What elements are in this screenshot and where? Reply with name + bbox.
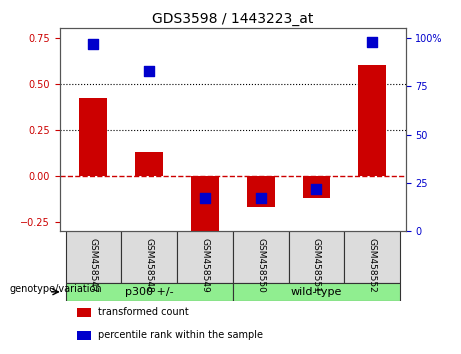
Text: GSM458548: GSM458548 [145, 238, 154, 293]
Text: GSM458547: GSM458547 [89, 238, 98, 293]
Bar [135, 152, 163, 176]
Text: transformed count: transformed count [98, 307, 189, 317]
Text: GSM458551: GSM458551 [312, 238, 321, 293]
Text: wild-type: wild-type [291, 287, 342, 297]
Bar [79, 98, 107, 176]
Bar [77, 308, 91, 317]
Point [257, 195, 264, 201]
Bar [77, 331, 91, 340]
FancyBboxPatch shape [233, 283, 400, 301]
Bar [247, 176, 275, 207]
FancyBboxPatch shape [121, 231, 177, 283]
Text: p300 +/-: p300 +/- [125, 287, 173, 297]
Bar [191, 176, 219, 231]
Bar [302, 176, 331, 198]
Text: genotype/variation: genotype/variation [9, 284, 102, 293]
Text: GSM458552: GSM458552 [368, 238, 377, 293]
FancyBboxPatch shape [289, 231, 344, 283]
Point [313, 186, 320, 192]
Point [146, 68, 153, 74]
FancyBboxPatch shape [233, 231, 289, 283]
Bar [358, 65, 386, 176]
FancyBboxPatch shape [344, 231, 400, 283]
FancyBboxPatch shape [65, 231, 121, 283]
Text: percentile rank within the sample: percentile rank within the sample [98, 330, 263, 340]
Point [368, 39, 376, 45]
Point [90, 41, 97, 47]
Text: GSM458550: GSM458550 [256, 238, 265, 293]
Point [201, 195, 209, 201]
FancyBboxPatch shape [65, 283, 233, 301]
FancyBboxPatch shape [177, 231, 233, 283]
Text: GSM458549: GSM458549 [201, 238, 209, 293]
Title: GDS3598 / 1443223_at: GDS3598 / 1443223_at [152, 12, 313, 26]
